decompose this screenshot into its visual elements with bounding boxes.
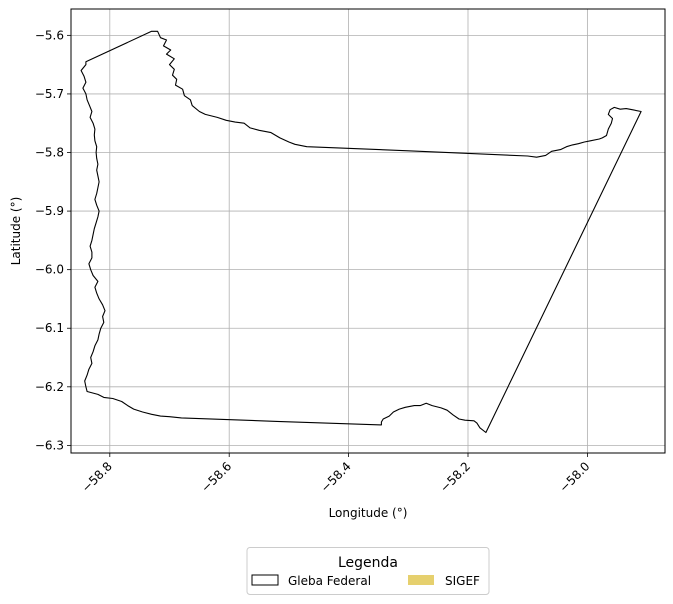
legend-label-sigef: SIGEF	[445, 574, 480, 588]
plot-frame	[70, 8, 666, 454]
y-tick-label: −5.7	[35, 87, 64, 101]
y-tick-label: −6.2	[35, 380, 64, 394]
x-axis-label: Longitude (°)	[329, 506, 408, 520]
legend: Legenda Gleba Federal SIGEF	[246, 547, 490, 595]
grid-lines	[71, 9, 665, 453]
legend-swatch-sigef	[408, 575, 434, 585]
legend-swatch-gleba-federal	[251, 574, 279, 586]
gleba-federal-polygon	[80, 30, 642, 434]
y-tick-label: −5.9	[35, 204, 64, 218]
y-tick-label: −6.0	[35, 263, 64, 277]
legend-label-gleba-federal: Gleba Federal	[288, 574, 371, 588]
y-tick-label: −5.6	[35, 28, 64, 42]
y-tick-label: −6.3	[35, 438, 64, 452]
y-tick-label: −6.1	[35, 321, 64, 335]
polygon-layer	[80, 30, 642, 434]
y-tick-label: −5.8	[35, 146, 64, 160]
y-axis-label: Latitude (°)	[9, 197, 23, 266]
legend-title: Legenda	[338, 555, 398, 571]
